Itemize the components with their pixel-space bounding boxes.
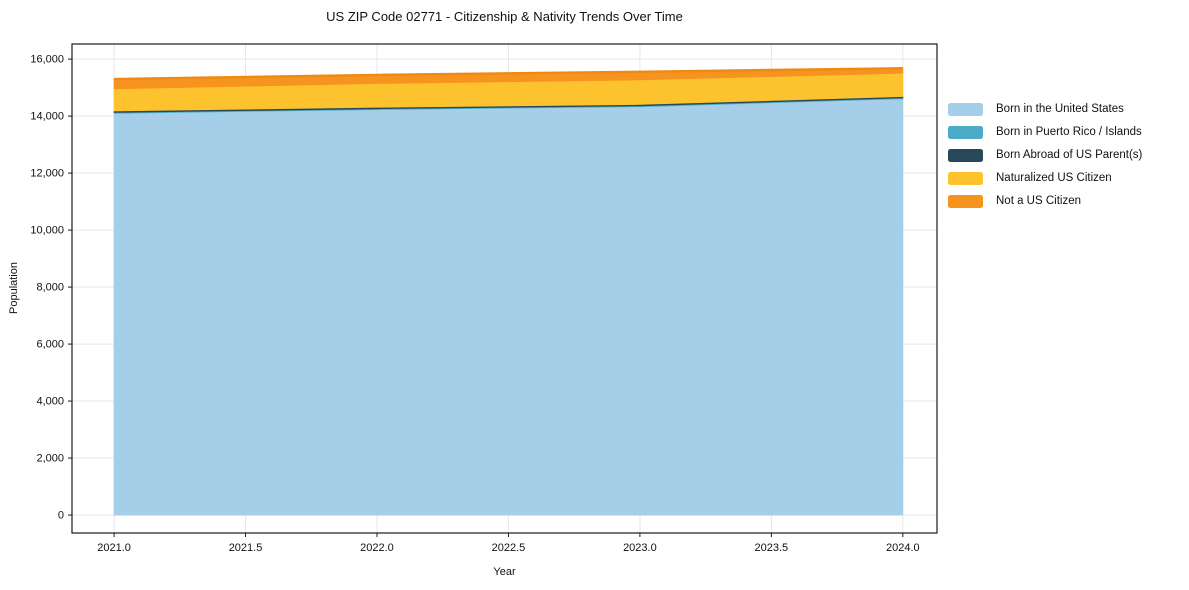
legend-item: Born Abroad of US Parent(s) bbox=[948, 148, 1142, 162]
total-top-edge bbox=[114, 67, 903, 81]
legend-label: Naturalized US Citizen bbox=[996, 172, 1112, 184]
legend: Born in the United States Born in Puerto… bbox=[948, 102, 1142, 208]
legend-swatch-born-in-puerto-rico bbox=[948, 125, 983, 139]
legend-swatch-not-citizen bbox=[948, 194, 983, 208]
legend-label: Born in Puerto Rico / Islands bbox=[996, 126, 1142, 138]
legend-item: Born in the United States bbox=[948, 102, 1142, 116]
legend-label: Born Abroad of US Parent(s) bbox=[996, 149, 1143, 161]
x-tick-label: 2022.0 bbox=[360, 542, 394, 554]
x-tick-label: 2023.0 bbox=[623, 542, 657, 554]
y-tick-label: 0 bbox=[58, 510, 64, 522]
y-tick-label: 10,000 bbox=[30, 225, 64, 237]
y-axis-label: Population bbox=[8, 262, 20, 314]
y-tick-label: 12,000 bbox=[30, 168, 64, 180]
legend-swatch-born-in-us bbox=[948, 102, 983, 116]
chart-title: US ZIP Code 02771 - Citizenship & Nativi… bbox=[326, 9, 683, 24]
y-tick-label: 6,000 bbox=[36, 339, 64, 351]
plot-frame bbox=[71, 43, 938, 534]
legend-item: Not a US Citizen bbox=[948, 194, 1142, 208]
legend-swatch-born-abroad bbox=[948, 148, 983, 162]
x-tick-label: 2023.5 bbox=[755, 542, 789, 554]
y-tick-label: 4,000 bbox=[36, 396, 64, 408]
y-tick-label: 8,000 bbox=[36, 282, 64, 294]
legend-label: Not a US Citizen bbox=[996, 195, 1082, 207]
x-axis-label: Year bbox=[493, 566, 516, 578]
legend-swatch-naturalized bbox=[948, 171, 983, 185]
y-tick-label: 2,000 bbox=[36, 453, 64, 465]
x-tick-label: 2021.0 bbox=[97, 542, 131, 554]
x-tick-label: 2022.5 bbox=[492, 542, 526, 554]
x-tick-label: 2024.0 bbox=[886, 542, 920, 554]
legend-item: Born in Puerto Rico / Islands bbox=[948, 125, 1142, 139]
y-tick-label: 16,000 bbox=[30, 54, 64, 66]
legend-item: Naturalized US Citizen bbox=[948, 171, 1142, 185]
area-series-0 bbox=[113, 98, 904, 516]
x-tick-label: 2021.5 bbox=[229, 542, 263, 554]
legend-label: Born in the United States bbox=[996, 103, 1124, 115]
y-tick-label: 14,000 bbox=[30, 111, 64, 123]
